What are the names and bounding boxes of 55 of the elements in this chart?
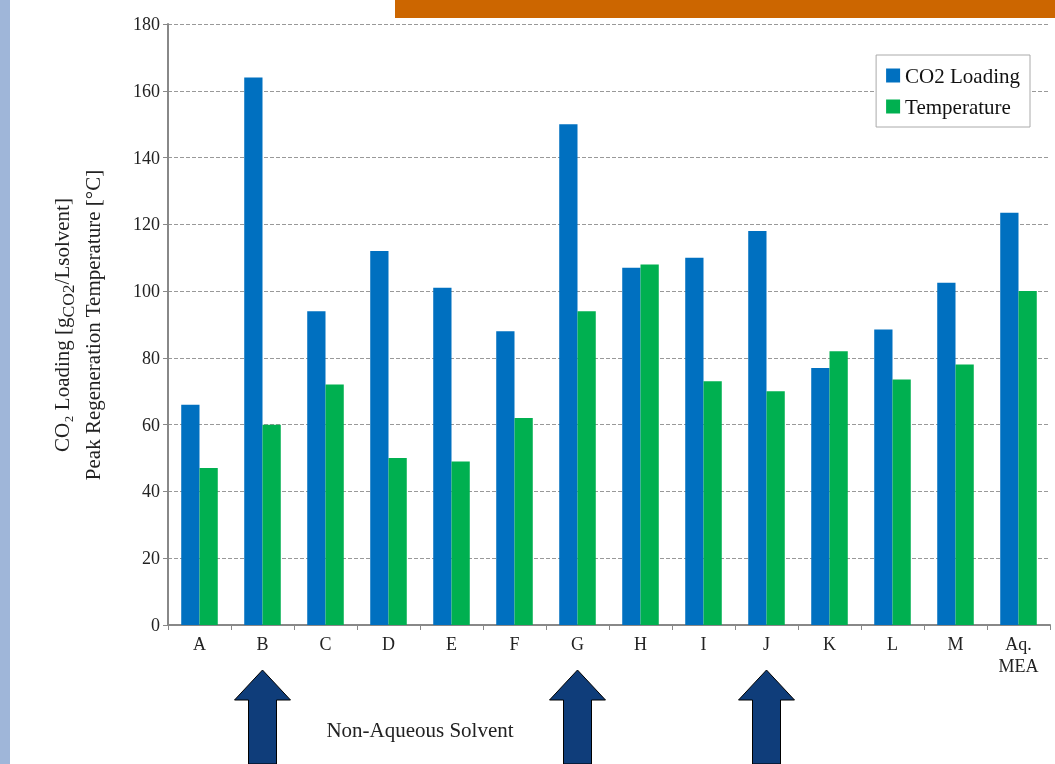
bar [640,264,659,625]
x-tick-label: H [634,634,647,654]
bar [199,468,218,625]
y-tick-label: 160 [133,80,160,101]
x-tick-label: E [446,634,457,654]
bar [892,379,911,625]
bar [559,124,578,625]
bar [622,267,641,625]
bar [1018,291,1037,625]
x-tick-label: M [947,634,964,654]
x-axis-title: Non-Aqueous Solvent [326,718,514,743]
bar [388,458,407,625]
y-tick-label: 40 [142,481,160,502]
bar [370,251,389,625]
bar [748,231,767,625]
bar [244,77,263,625]
y-tick-label: 0 [151,615,160,635]
y-tick-label: 100 [133,281,160,302]
x-tick-label: I [700,634,707,654]
bar [829,351,848,625]
x-tick-label: Aq. MEA [998,634,1039,676]
bar [1000,212,1019,625]
bar [307,311,326,625]
x-tick-label: B [256,634,269,654]
x-tick-label: G [571,634,584,654]
bar [811,367,830,625]
legend-label: CO2 Loading [905,63,1021,88]
bar [496,331,515,625]
bar [181,404,200,625]
bar [874,329,893,625]
y-tick-label: 180 [133,14,160,34]
legend-label: Temperature [905,94,1011,119]
bar [514,417,533,625]
x-tick-label: J [762,634,771,654]
bar [937,282,956,625]
x-tick-label: L [887,634,898,654]
bar [685,257,704,625]
bar [703,381,722,625]
y-tick-label: 140 [133,147,160,168]
bar [433,287,452,625]
x-tick-label: A [193,634,206,654]
y-tick-label: 20 [142,548,160,569]
bar [766,391,785,625]
x-tick-label: D [382,634,395,654]
y-tick-label: 80 [142,347,160,368]
bar [451,461,470,625]
bar [955,364,974,625]
bar [262,424,281,625]
x-tick-label: K [823,634,836,654]
y-tick-label: 120 [133,214,160,235]
x-tick-label: C [319,634,332,654]
y-tick-label: 60 [142,414,160,435]
x-tick-label: F [509,634,520,654]
bar [325,384,344,625]
bar [577,311,596,625]
